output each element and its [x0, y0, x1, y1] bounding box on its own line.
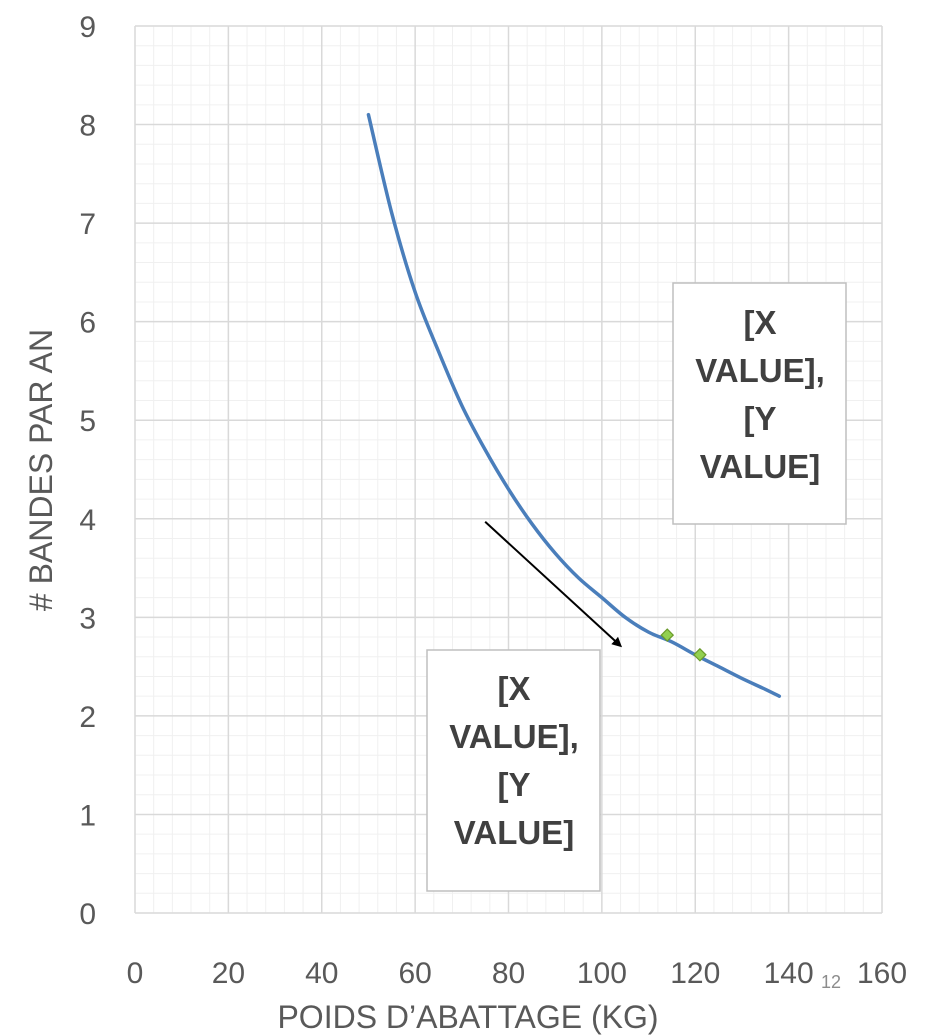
- data-label-callout: [426, 649, 601, 892]
- callout-line: [Y: [498, 766, 531, 803]
- callout-line: [X: [498, 670, 531, 707]
- callout-line: VALUE]: [700, 448, 820, 485]
- slide-number: 12: [821, 972, 841, 992]
- x-tick-label: 120: [670, 957, 720, 990]
- annotation-arrow: [484, 520, 623, 648]
- y-tick-label: 0: [79, 898, 96, 931]
- x-tick-label: 160: [857, 957, 907, 990]
- data-point-marker: [693, 647, 707, 662]
- series-line: [366, 112, 782, 698]
- x-tick-label: 0: [127, 957, 144, 990]
- callout-line: [X: [744, 304, 777, 341]
- x-tick-label: 140: [764, 957, 814, 990]
- data-label-callout: [672, 282, 847, 525]
- y-tick-label: 5: [79, 405, 96, 438]
- y-tick-label: 2: [79, 701, 96, 734]
- y-tick-label: 6: [79, 307, 96, 340]
- series-layer: [366, 112, 782, 698]
- data-point-marker: [660, 628, 675, 642]
- y-tick-label: 1: [79, 799, 96, 832]
- x-tick-label: 40: [305, 957, 338, 990]
- x-tick-label: 80: [492, 957, 525, 990]
- y-tick-label: 3: [79, 602, 96, 635]
- x-tick-label: 20: [212, 957, 245, 990]
- y-tick-label: 8: [79, 110, 96, 143]
- y-tick-label: 4: [79, 504, 96, 537]
- x-tick-labels: 0 20 40 60 80 100 120 140 160: [127, 957, 907, 990]
- x-tick-label: 60: [398, 957, 431, 990]
- callout-line: VALUE],: [695, 352, 825, 389]
- x-tick-label: 100: [577, 957, 627, 990]
- callouts: [X VALUE], [Y VALUE] [X VALUE], [Y VALUE]: [426, 282, 847, 892]
- y-tick-label: 9: [79, 11, 96, 44]
- y-tick-label: 7: [79, 208, 96, 241]
- x-axis-title: POIDS D’ABATTAGE (KG): [277, 999, 658, 1035]
- callout-line: [Y: [744, 400, 777, 437]
- y-axis-title: # BANDES PAR AN: [23, 329, 59, 611]
- y-tick-labels: 0 1 2 3 4 5 6 7 8 9: [79, 11, 96, 931]
- callout-line: VALUE],: [449, 718, 579, 755]
- callout-line: VALUE]: [454, 814, 574, 851]
